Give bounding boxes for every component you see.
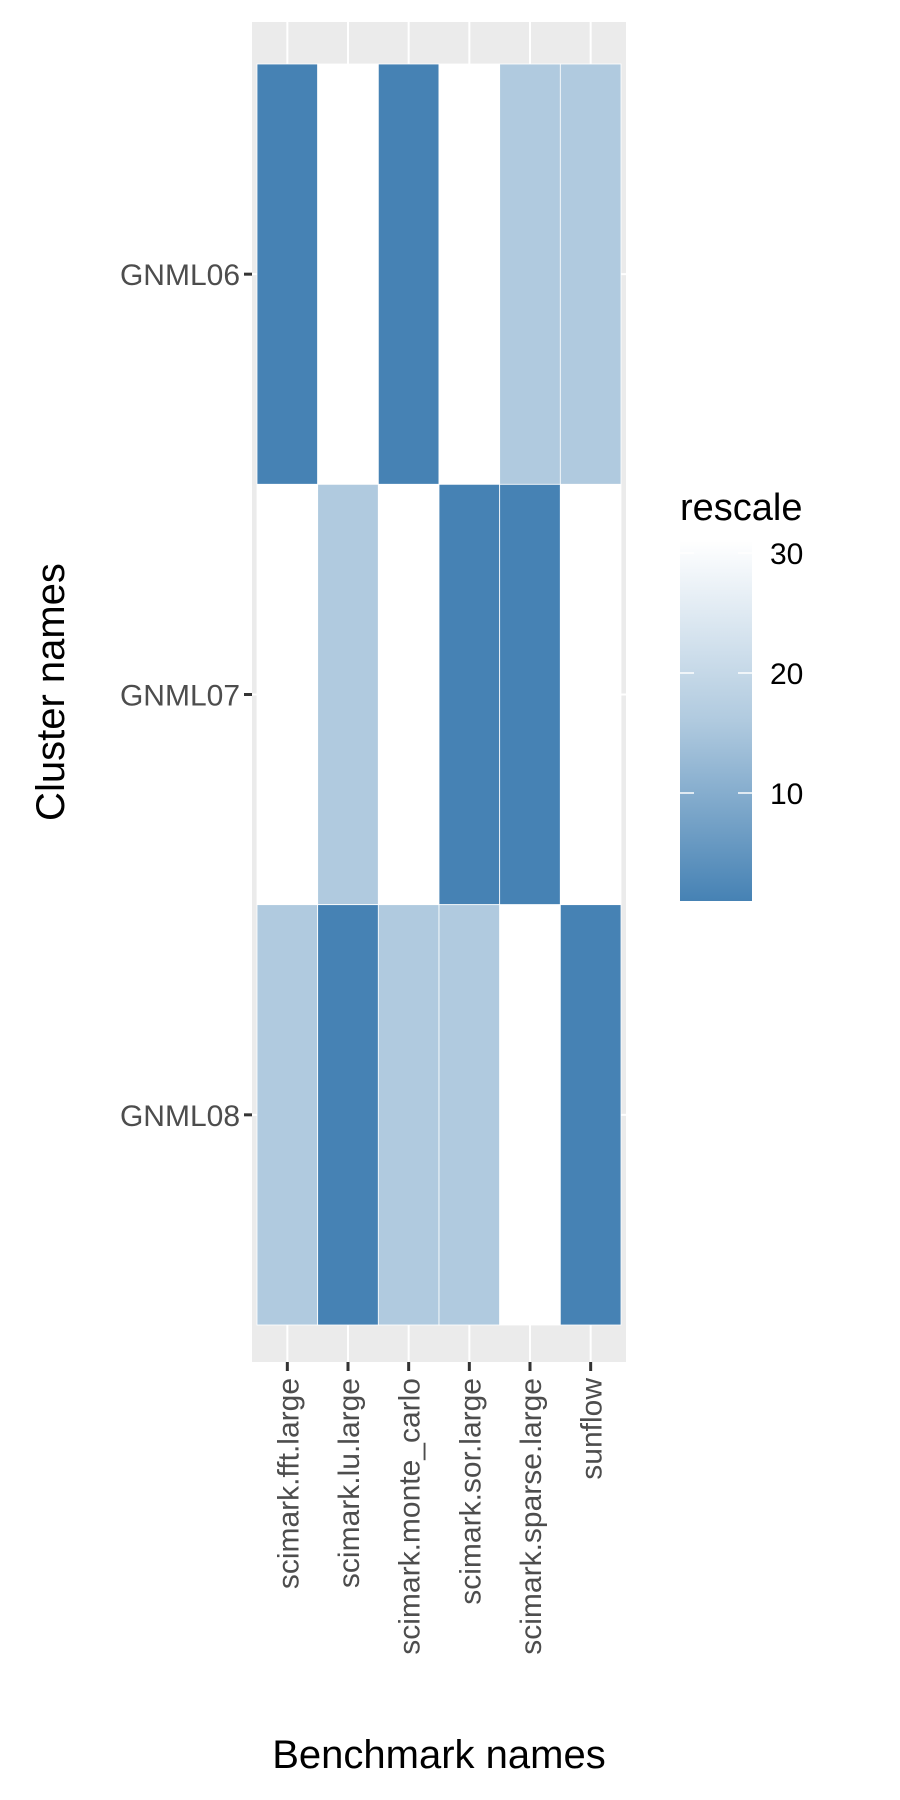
heatmap-cells — [256, 63, 622, 1326]
heatmap-cell — [317, 63, 379, 485]
x-axis-title: Benchmark names — [272, 1733, 605, 1777]
heatmap-cell — [499, 483, 561, 906]
y-axis: GNML06 GNML07 GNML08 — [120, 259, 252, 1133]
heatmap-cell — [438, 63, 501, 485]
heatmap-cell — [256, 904, 319, 1326]
heatmap-cell — [499, 63, 561, 485]
heatmap-cell — [377, 904, 440, 1326]
x-tick-label: scimark.sparse.large — [515, 1378, 548, 1655]
x-axis: scimark.fft.large scimark.lu.large scimark… — [272, 1362, 609, 1655]
heatmap-cell — [377, 483, 440, 906]
heatmap-cell — [559, 483, 622, 906]
x-tick-label: scimark.fft.large — [272, 1378, 305, 1589]
legend-tick-label: 20 — [770, 658, 803, 691]
x-tick-label: scimark.monte_carlo — [394, 1378, 427, 1655]
legend: rescale 10 20 30 — [680, 487, 803, 901]
heatmap-cell — [559, 904, 622, 1326]
heatmap-cell — [559, 63, 622, 485]
legend-ticks: 10 20 30 — [680, 538, 803, 811]
legend-tick-label: 30 — [770, 538, 803, 571]
y-tick-label: GNML07 — [120, 680, 240, 713]
heatmap-cell — [317, 904, 379, 1326]
y-tick-label: GNML06 — [120, 259, 240, 292]
heatmap-cell — [438, 904, 501, 1326]
legend-tick-label: 10 — [770, 778, 803, 811]
heatmap-cell — [256, 63, 319, 485]
heatmap-cell — [499, 904, 561, 1326]
heatmap-cell — [256, 483, 319, 906]
x-tick-label: scimark.sor.large — [454, 1378, 487, 1605]
heatmap-cell — [317, 483, 379, 906]
x-tick-label: sunflow — [576, 1378, 609, 1480]
x-tick-label: scimark.lu.large — [333, 1378, 366, 1588]
legend-title: rescale — [680, 487, 803, 529]
heatmap-cell — [377, 63, 440, 485]
y-axis-title: Cluster names — [29, 563, 73, 821]
y-tick-label: GNML08 — [120, 1100, 240, 1133]
legend-colorbar — [680, 541, 752, 901]
heatmap-cell — [438, 483, 501, 906]
